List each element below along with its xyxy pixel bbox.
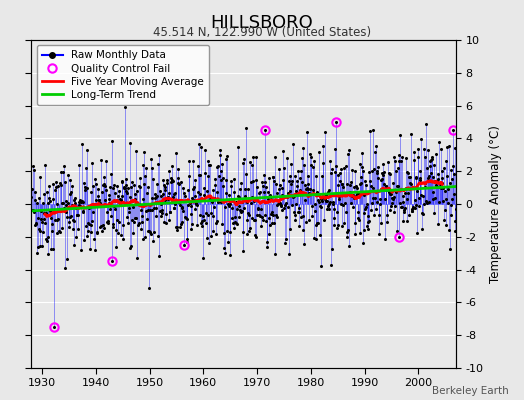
Text: 45.514 N, 122.990 W (United States): 45.514 N, 122.990 W (United States) [153, 26, 371, 39]
Y-axis label: Temperature Anomaly (°C): Temperature Anomaly (°C) [489, 125, 502, 283]
Text: HILLSBORO: HILLSBORO [211, 14, 313, 32]
Text: Berkeley Earth: Berkeley Earth [432, 386, 508, 396]
Legend: Raw Monthly Data, Quality Control Fail, Five Year Moving Average, Long-Term Tren: Raw Monthly Data, Quality Control Fail, … [37, 45, 209, 105]
